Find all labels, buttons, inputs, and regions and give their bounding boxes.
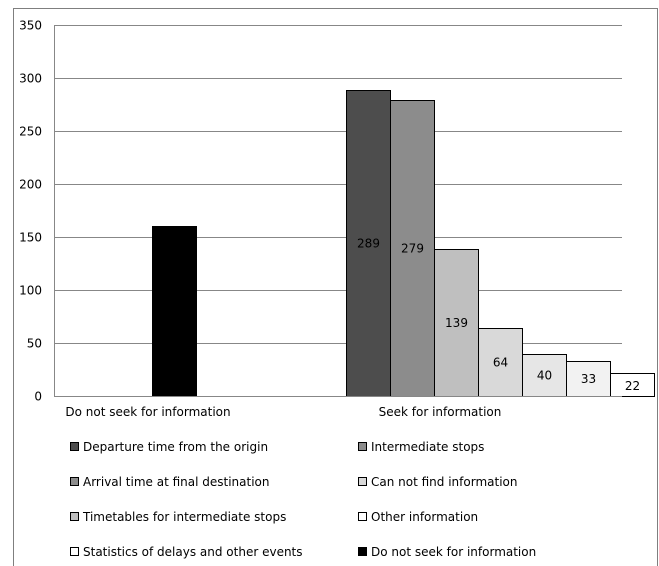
gridlines [54, 25, 622, 344]
y-axis-ticks: 0 50 100 150 200 250 300 350 [19, 19, 42, 404]
x-category-label: Seek for information [379, 405, 502, 419]
bar [610, 373, 655, 397]
legend-label: Arrival time at final destination [83, 475, 270, 489]
chart-frame [13, 8, 658, 566]
legend-swatch [358, 512, 367, 521]
legend-label: Statistics of delays and other events [83, 545, 303, 559]
legend: Departure time from the origin Intermedia… [70, 440, 536, 559]
data-label: 279 [401, 241, 424, 255]
legend-swatch [70, 512, 79, 521]
data-label: 64 [493, 355, 508, 369]
bar [522, 354, 567, 397]
legend-label: Other information [371, 510, 478, 524]
legend-label: Intermediate stops [371, 440, 484, 454]
y-tick-label: 150 [19, 231, 42, 245]
y-tick-label: 100 [19, 284, 42, 298]
legend-swatch [358, 477, 367, 486]
legend-swatch [358, 442, 367, 451]
x-category-label: Do not seek for information [65, 405, 230, 419]
y-tick-label: 0 [34, 390, 42, 404]
data-label: 22 [625, 379, 640, 393]
legend-swatch [70, 442, 79, 451]
y-tick-label: 50 [27, 337, 42, 351]
legend-label: Can not find information [371, 475, 517, 489]
data-labels: 160 289 279 139 64 40 33 22 [163, 236, 640, 393]
legend-swatch [70, 477, 79, 486]
y-tick-label: 250 [19, 125, 42, 139]
y-tick-label: 300 [19, 72, 42, 86]
data-label: 289 [357, 236, 380, 250]
bar [152, 226, 197, 397]
legend-label: Departure time from the origin [83, 440, 268, 454]
y-tick-label: 350 [19, 19, 42, 33]
bar [434, 249, 479, 397]
legend-swatch [70, 547, 79, 556]
axes [54, 25, 622, 397]
bars [152, 90, 655, 397]
bar [346, 90, 391, 397]
legend-label: Timetables for intermediate stops [82, 510, 286, 524]
data-label: 139 [445, 316, 468, 330]
category-labels: Do not seek for information Seek for info… [65, 405, 501, 419]
data-label: 40 [537, 368, 552, 382]
legend-swatch [358, 547, 367, 556]
data-label: 33 [581, 372, 596, 386]
bar [566, 361, 611, 397]
y-tick-label: 200 [19, 178, 42, 192]
bar [390, 100, 435, 397]
legend-label: Do not seek for information [371, 545, 536, 559]
data-label: 160 [163, 304, 186, 318]
